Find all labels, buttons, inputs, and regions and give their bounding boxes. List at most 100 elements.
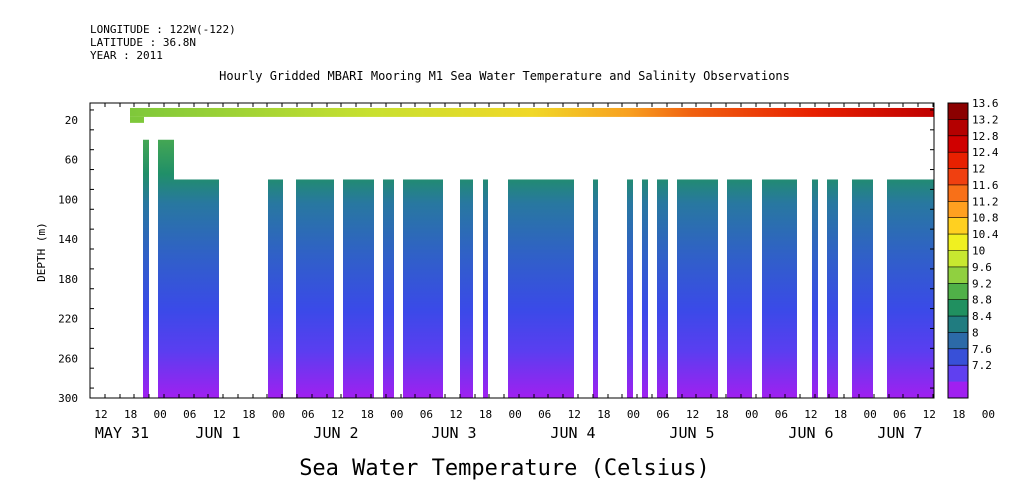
x-hour-label: 18 (361, 408, 374, 421)
plot-frame (89, 102, 935, 399)
heatmap-column (268, 179, 283, 398)
x-hour-label: 18 (834, 408, 847, 421)
x-hour-label: 00 (508, 408, 521, 421)
x-hour-label: 18 (479, 408, 492, 421)
y-tick-label: 220 (58, 313, 78, 326)
x-hour-label: 12 (686, 408, 699, 421)
colorbar-label: 12.8 (972, 130, 999, 143)
x-hour-label: 12 (923, 408, 936, 421)
heatmap-surface-band (130, 107, 934, 117)
heatmap-column (657, 179, 668, 398)
colorbar-swatch (948, 250, 968, 268)
x-hour-label: 00 (863, 408, 876, 421)
heatmap-column (343, 179, 374, 398)
x-hour-label: 12 (213, 408, 226, 421)
colorbar-swatch (948, 119, 968, 137)
x-hour-label: 06 (538, 408, 551, 421)
y-tick-label: 300 (58, 392, 78, 405)
x-hour-label: 18 (242, 408, 255, 421)
colorbar-label: 11.6 (972, 179, 999, 192)
x-hour-label: 00 (390, 408, 403, 421)
x-hour-label: 00 (982, 408, 995, 421)
colorbar-label: 10.4 (972, 228, 999, 241)
latitude-label: LATITUDE : 36.8N (90, 36, 196, 49)
colorbar-label: 12 (972, 163, 985, 176)
heatmap-layer (130, 107, 934, 398)
colorbar-label: 9.2 (972, 277, 992, 290)
x-hour-label: 00 (154, 408, 167, 421)
y-axis-label: DEPTH (m) (35, 222, 48, 282)
colorbar-swatch (948, 152, 968, 170)
heatmap-column (727, 179, 752, 398)
colorbar-label: 7.2 (972, 359, 992, 372)
colorbar-swatch (948, 103, 968, 120)
x-hour-label: 06 (893, 408, 906, 421)
x-day-label: JUN 7 (877, 424, 922, 442)
x-hour-label: 12 (331, 408, 344, 421)
x-hour-label: 06 (656, 408, 669, 421)
x-day-label: JUN 2 (313, 424, 358, 442)
x-hour-label: 18 (597, 408, 610, 421)
colorbar-label: 13.6 (972, 97, 999, 110)
heatmap-column (483, 179, 488, 398)
x-hour-label: 18 (952, 408, 965, 421)
colorbar-label: 12.4 (972, 146, 999, 159)
y-tick-label: 260 (58, 352, 78, 365)
heatmap-column (642, 179, 648, 398)
heatmap-column (677, 179, 718, 398)
colorbar-swatch (948, 184, 968, 202)
colorbar-swatch (948, 381, 968, 399)
heatmap-surface-stub (130, 116, 144, 123)
x-day-label: MAY 31 (95, 424, 149, 442)
heatmap-column (812, 179, 818, 398)
x-hour-label: 06 (301, 408, 314, 421)
colorbar-swatch (948, 316, 968, 333)
x-hour-label: 06 (183, 408, 196, 421)
heatmap-column (403, 179, 443, 398)
colorbar-label: 8 (972, 326, 979, 339)
colorbar-label: 11.2 (972, 195, 999, 208)
x-day-label: JUN 4 (550, 424, 595, 442)
x-hour-label: 12 (804, 408, 817, 421)
colorbar-label: 13.2 (972, 113, 999, 126)
x-hour-label: 18 (716, 408, 729, 421)
colorbar-label: 7.6 (972, 343, 992, 356)
y-tick-label: 180 (58, 273, 78, 286)
heatmap-column (296, 179, 334, 398)
x-hour-label: 12 (94, 408, 107, 421)
x-hour-label: 18 (124, 408, 137, 421)
colorbar-swatch (948, 299, 968, 317)
x-hour-label: 06 (775, 408, 788, 421)
colorbar-swatch (948, 332, 968, 350)
colorbar-label: 10.8 (972, 212, 999, 225)
heatmap-column (852, 179, 873, 398)
x-day-label: JUN 6 (788, 424, 833, 442)
y-tick-label: 20 (65, 114, 78, 127)
x-axis-label: Sea Water Temperature (Celsius) (299, 456, 710, 481)
x-hour-label: 00 (745, 408, 758, 421)
x-day-label: JUN 5 (669, 424, 714, 442)
x-hour-label: 00 (627, 408, 640, 421)
colorbar-swatch (948, 217, 968, 235)
y-tick-label: 100 (58, 193, 78, 206)
colorbar-label: 8.8 (972, 294, 992, 307)
colorbar-swatch (948, 365, 968, 383)
heatmap-column (143, 139, 149, 398)
x-day-label: JUN 3 (431, 424, 476, 442)
x-hour-label: 12 (568, 408, 581, 421)
colorbar-swatch (948, 348, 968, 366)
colorbar-label: 10 (972, 245, 985, 258)
colorbar-swatch (948, 201, 968, 219)
colorbar-label: 9.6 (972, 261, 992, 274)
x-axis: 12 18 00 06 12 18 00 06 12 18 00 06 12 18 00 06 12 18 00 06… (89, 103, 995, 442)
heatmap-column (158, 139, 174, 398)
colorbar-swatch (948, 234, 968, 251)
heatmap-column (460, 179, 473, 398)
heatmap-column (762, 179, 797, 398)
x-hour-label: 12 (449, 408, 462, 421)
colorbar-label: 8.4 (972, 310, 992, 323)
y-axis: 20 60 100 140 180 220 260 300 (58, 109, 934, 405)
heatmap-column (887, 179, 934, 398)
colorbar-swatch (948, 135, 968, 153)
